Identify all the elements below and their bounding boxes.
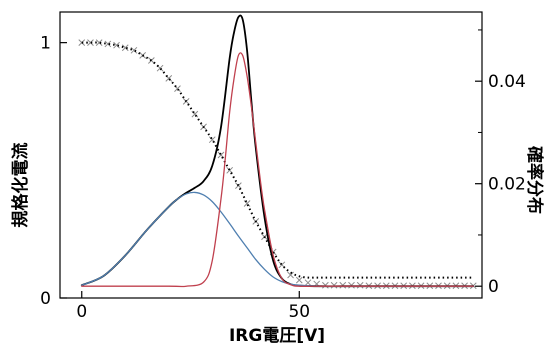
x-tick-label: 0 bbox=[76, 302, 87, 322]
y-right-tick-label: 0.04 bbox=[488, 72, 526, 92]
data-point-marker bbox=[130, 46, 138, 54]
data-point-marker bbox=[356, 281, 364, 289]
series-group bbox=[78, 14, 477, 290]
y-axis-label-right: 確率分布 bbox=[524, 146, 545, 214]
data-point-marker bbox=[287, 271, 294, 279]
y-left-tick-label: 1 bbox=[40, 34, 51, 54]
data-point-marker bbox=[304, 279, 312, 287]
data-point-marker bbox=[295, 276, 303, 284]
axis-ticks bbox=[60, 29, 482, 299]
series-line bbox=[80, 14, 475, 288]
data-point-marker bbox=[87, 39, 94, 46]
y-right-tick-label: 0 bbox=[488, 277, 499, 297]
series-line bbox=[81, 52, 474, 288]
y-left-tick-label: 0 bbox=[40, 289, 51, 309]
y-right-tick-label: 0.02 bbox=[488, 175, 526, 195]
x-tick-label: 50 bbox=[288, 302, 310, 322]
series-dotted-line bbox=[81, 41, 474, 279]
data-point-marker bbox=[104, 40, 112, 48]
data-point-marker bbox=[348, 281, 355, 289]
data-point-marker bbox=[322, 281, 329, 289]
series-markers bbox=[78, 39, 477, 290]
tick-labels: 0 50 0 1 0 0.02 0.04 bbox=[40, 34, 526, 322]
data-point-marker bbox=[339, 281, 347, 289]
plot-area bbox=[59, 11, 483, 299]
plot-frame bbox=[59, 11, 483, 299]
data-point-marker bbox=[121, 44, 129, 52]
data-point-marker bbox=[113, 41, 120, 49]
data-point-marker bbox=[95, 39, 103, 46]
data-point-marker bbox=[330, 281, 338, 289]
x-axis-label: IRG電圧[V] bbox=[229, 326, 325, 346]
y-axis-label-left: 規格化電流 bbox=[10, 143, 31, 228]
